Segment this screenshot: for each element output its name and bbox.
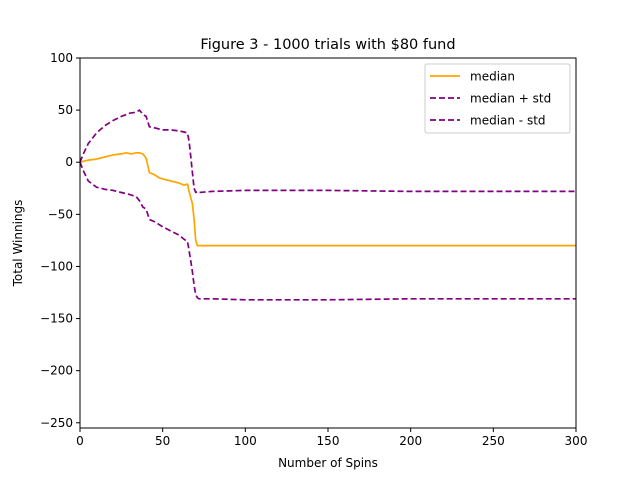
series-layer — [79, 109, 576, 301]
legend-label: median - std — [470, 114, 546, 128]
legend: median median + std median - std — [424, 63, 571, 134]
y-tick-label: −50 — [48, 207, 73, 221]
x-tick-label: 100 — [234, 434, 257, 448]
x-tick-label: 0 — [76, 434, 84, 448]
series-line-median-std — [79, 109, 576, 194]
y-tick-label: −150 — [40, 312, 73, 326]
legend-label: median + std — [470, 92, 551, 106]
y-tick-label: 50 — [58, 103, 73, 117]
legend-frame — [424, 63, 571, 134]
x-tick-label: 250 — [482, 434, 505, 448]
x-axis-label: Number of Spins — [278, 456, 378, 470]
x-tick-label: 200 — [399, 434, 422, 448]
plot-area-frame — [79, 57, 577, 429]
y-tick-label: 0 — [65, 155, 73, 169]
y-axis-ticks: 100 50 0 −50 −100 −150 −200 −250 — [40, 51, 80, 430]
y-axis-label: Total Winnings — [11, 200, 25, 288]
x-tick-label: 50 — [155, 434, 170, 448]
y-tick-label: 100 — [50, 51, 73, 65]
series-line-median-std — [79, 161, 576, 301]
x-tick-label: 150 — [317, 434, 340, 448]
chart-title: Figure 3 - 1000 trials with $80 fund — [200, 37, 455, 53]
y-tick-label: −100 — [40, 259, 73, 273]
series-line-median — [79, 151, 576, 247]
x-axis-ticks: 0 50 100 150 200 250 300 — [76, 428, 587, 448]
y-tick-label: −200 — [40, 364, 73, 378]
legend-label: median — [470, 70, 515, 84]
x-tick-label: 300 — [565, 434, 588, 448]
y-tick-label: −250 — [40, 416, 73, 430]
